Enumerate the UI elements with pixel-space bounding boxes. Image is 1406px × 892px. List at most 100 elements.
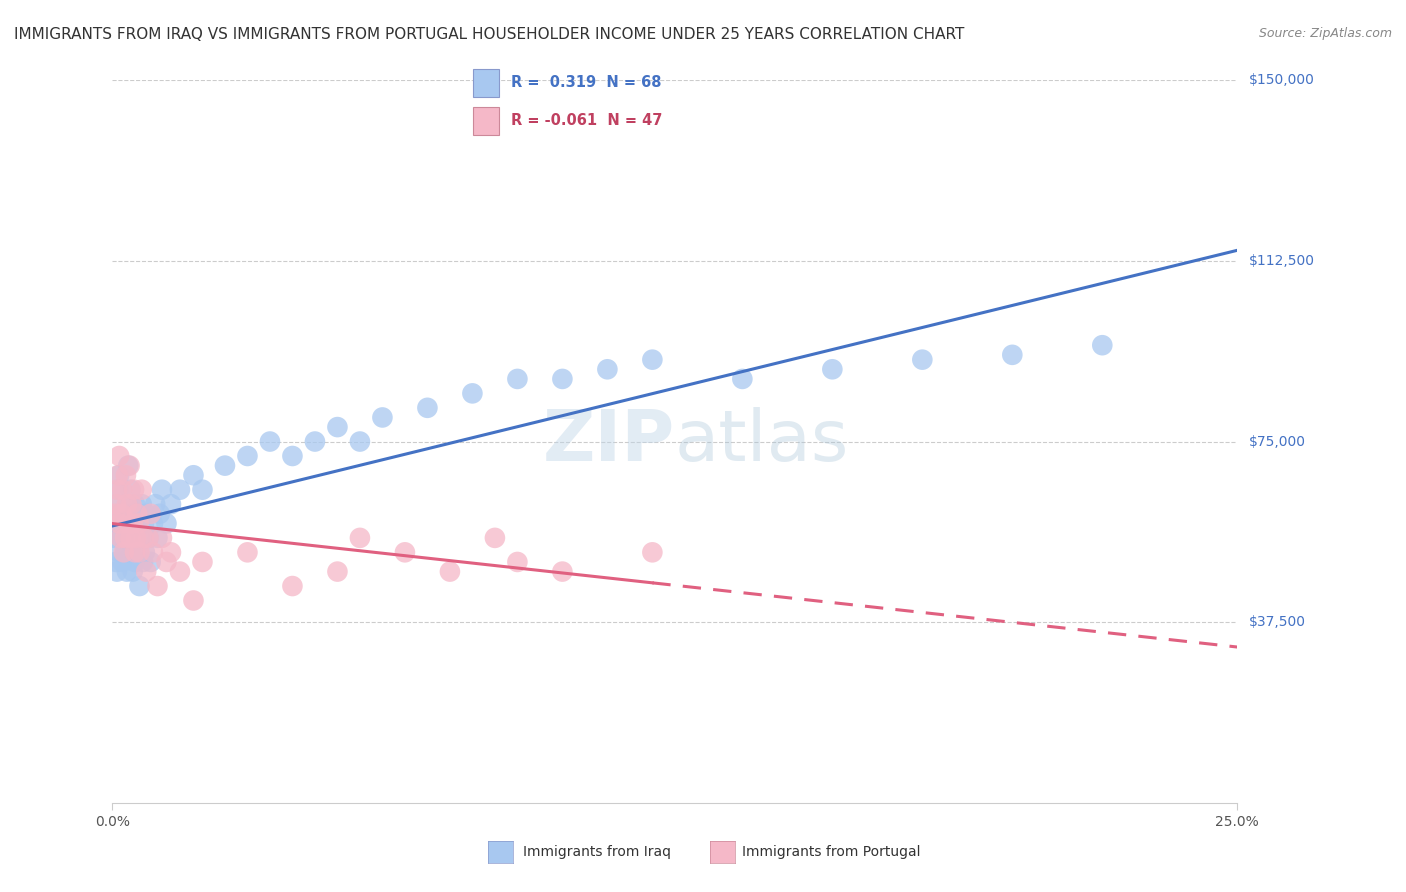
- Point: [155, 516, 177, 531]
- Text: $75,000: $75,000: [1249, 434, 1305, 449]
- Point: [155, 555, 177, 569]
- Point: [506, 555, 529, 569]
- Point: [118, 516, 141, 531]
- Point: [115, 531, 138, 545]
- Point: [641, 545, 664, 559]
- Point: [115, 565, 138, 579]
- FancyBboxPatch shape: [472, 107, 499, 135]
- Point: [132, 516, 155, 531]
- Point: [110, 507, 132, 521]
- Point: [121, 565, 143, 579]
- Point: [150, 483, 173, 497]
- Point: [114, 545, 136, 559]
- Point: [108, 545, 131, 559]
- Point: [394, 545, 416, 559]
- Point: [132, 555, 155, 569]
- Point: [120, 531, 142, 545]
- Point: [149, 507, 172, 521]
- Point: [105, 483, 128, 497]
- Point: [111, 483, 134, 497]
- Point: [118, 458, 141, 473]
- Point: [132, 531, 155, 545]
- Point: [911, 352, 934, 367]
- Point: [110, 531, 132, 545]
- Point: [326, 565, 349, 579]
- Point: [128, 545, 150, 559]
- Point: [112, 545, 135, 559]
- Point: [371, 410, 394, 425]
- Point: [135, 565, 157, 579]
- Point: [146, 531, 169, 545]
- Point: [128, 507, 150, 521]
- Point: [138, 531, 160, 545]
- Point: [150, 531, 173, 545]
- Point: [125, 531, 148, 545]
- Point: [114, 531, 136, 545]
- Point: [139, 507, 162, 521]
- Point: [128, 516, 150, 531]
- Point: [124, 497, 146, 511]
- Point: [107, 516, 129, 531]
- Point: [117, 497, 139, 511]
- Point: [105, 555, 128, 569]
- Point: [120, 531, 142, 545]
- FancyBboxPatch shape: [472, 69, 499, 97]
- Point: [349, 434, 371, 449]
- Point: [108, 516, 131, 531]
- Point: [236, 545, 259, 559]
- Point: [135, 507, 157, 521]
- Point: [551, 372, 574, 386]
- Point: [281, 449, 304, 463]
- Point: [110, 531, 132, 545]
- Point: [104, 531, 127, 545]
- Point: [107, 468, 129, 483]
- Point: [169, 483, 191, 497]
- Text: $37,500: $37,500: [1249, 615, 1305, 629]
- Point: [105, 565, 128, 579]
- Point: [131, 497, 153, 511]
- Point: [183, 468, 205, 483]
- Point: [120, 483, 142, 497]
- Point: [127, 507, 149, 521]
- Point: [128, 579, 150, 593]
- Point: [129, 531, 152, 545]
- Point: [506, 372, 529, 386]
- Text: $150,000: $150,000: [1249, 73, 1315, 87]
- Text: $112,500: $112,500: [1249, 254, 1315, 268]
- Text: atlas: atlas: [675, 407, 849, 476]
- Point: [551, 565, 574, 579]
- Text: R =  0.319  N = 68: R = 0.319 N = 68: [512, 76, 662, 90]
- Point: [439, 565, 461, 579]
- Point: [105, 497, 128, 511]
- Point: [169, 565, 191, 579]
- Text: Immigrants from Iraq: Immigrants from Iraq: [523, 846, 671, 859]
- Point: [349, 531, 371, 545]
- Point: [128, 545, 150, 559]
- Point: [281, 579, 304, 593]
- Text: Immigrants from Portugal: Immigrants from Portugal: [742, 846, 921, 859]
- Point: [104, 507, 127, 521]
- Point: [117, 458, 139, 473]
- Point: [111, 555, 134, 569]
- Point: [142, 545, 165, 559]
- Point: [191, 555, 214, 569]
- Point: [107, 483, 129, 497]
- Point: [1091, 338, 1114, 352]
- Point: [124, 545, 146, 559]
- Point: [191, 483, 214, 497]
- Point: [121, 516, 143, 531]
- Point: [122, 531, 145, 545]
- Point: [112, 516, 135, 531]
- Point: [108, 468, 131, 483]
- Point: [160, 497, 183, 511]
- Point: [138, 531, 160, 545]
- Point: [120, 497, 142, 511]
- Point: [110, 507, 132, 521]
- Point: [214, 458, 236, 473]
- Point: [124, 555, 146, 569]
- Text: IMMIGRANTS FROM IRAQ VS IMMIGRANTS FROM PORTUGAL HOUSEHOLDER INCOME UNDER 25 YEA: IMMIGRANTS FROM IRAQ VS IMMIGRANTS FROM …: [14, 27, 965, 42]
- Point: [304, 434, 326, 449]
- Point: [105, 497, 128, 511]
- Point: [117, 516, 139, 531]
- Point: [115, 497, 138, 511]
